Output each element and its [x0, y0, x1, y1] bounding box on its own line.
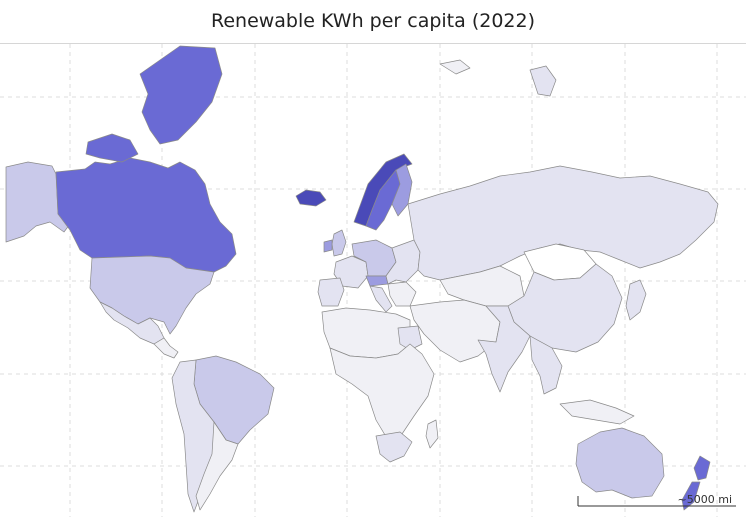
map-area[interactable]: [0, 43, 746, 517]
country-canada[interactable]: [55, 157, 237, 273]
country-alaska[interactable]: [5, 161, 71, 243]
country-japan[interactable]: [625, 279, 647, 321]
country-iceland[interactable]: [295, 189, 327, 207]
country-central-america[interactable]: [153, 337, 179, 359]
country-south-africa[interactable]: [375, 431, 413, 463]
country-svalbard[interactable]: [439, 59, 471, 75]
country-balkans[interactable]: [387, 281, 417, 307]
country-central-africa[interactable]: [329, 343, 435, 441]
country-uk[interactable]: [331, 229, 347, 257]
country-italy[interactable]: [369, 285, 393, 313]
country-france[interactable]: [333, 255, 369, 289]
scale-label: ~5000 mi: [677, 493, 732, 506]
country-russian-arctic[interactable]: [529, 65, 557, 97]
scale-bar: [577, 496, 736, 507]
country-ireland[interactable]: [323, 239, 333, 253]
country-argentina[interactable]: [195, 421, 239, 511]
country-egypt[interactable]: [397, 325, 423, 351]
country-southeast-asia[interactable]: [529, 335, 563, 395]
country-new-zealand[interactable]: [693, 455, 711, 481]
world-map[interactable]: [0, 44, 746, 517]
country-india[interactable]: [477, 305, 531, 393]
country-madagascar[interactable]: [425, 419, 439, 449]
country-austria[interactable]: [365, 275, 389, 287]
country-indonesia[interactable]: [559, 399, 635, 425]
country-iberia[interactable]: [317, 277, 345, 307]
country-australia[interactable]: [575, 427, 665, 499]
country-finland[interactable]: [391, 163, 413, 217]
country-canada-baffin[interactable]: [85, 133, 139, 163]
map-title: Renewable KWh per capita (2022): [210, 10, 535, 32]
country-canada-arctic[interactable]: [139, 45, 223, 145]
